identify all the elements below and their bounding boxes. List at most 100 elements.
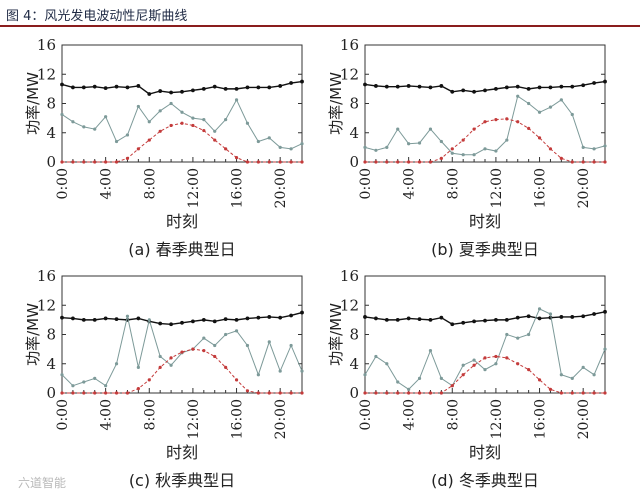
point-wind — [450, 151, 454, 155]
x-axis-label: 时刻 — [469, 443, 501, 462]
point-wind — [472, 153, 476, 157]
y-tick-label: 16 — [340, 36, 359, 54]
point-solar — [202, 128, 206, 133]
point-wind — [136, 365, 140, 370]
point-solar — [428, 160, 433, 164]
x-tick-label: 16:00 — [533, 168, 549, 208]
point-wind — [516, 336, 520, 340]
x-tick-label: 0:00 — [358, 399, 374, 430]
point-solar — [570, 160, 574, 164]
point-load — [125, 85, 130, 90]
point-load — [461, 320, 466, 325]
point-wind — [461, 363, 465, 367]
point-solar — [603, 391, 607, 395]
point-solar — [559, 156, 563, 160]
figure-title: 图 4：风光发电波动性尼斯曲线 — [6, 9, 188, 24]
point-load — [81, 317, 86, 322]
point-solar — [289, 160, 293, 164]
point-solar — [82, 391, 86, 395]
point-solar — [494, 117, 498, 122]
point-wind — [169, 363, 173, 367]
point-load — [472, 319, 476, 324]
y-tick-label: 0 — [349, 153, 359, 171]
y-tick-label: 0 — [46, 153, 56, 171]
point-load — [278, 315, 283, 320]
point-wind — [289, 343, 293, 348]
point-wind — [180, 110, 184, 114]
y-tick-label: 8 — [46, 326, 56, 344]
y-axis-label: 功率/MW — [327, 303, 345, 366]
point-load — [136, 84, 141, 88]
point-wind — [71, 120, 75, 124]
point-wind — [213, 129, 217, 133]
point-wind — [363, 145, 367, 149]
point-solar — [548, 387, 553, 391]
point-load — [439, 84, 444, 88]
point-solar — [234, 156, 239, 160]
y-tick-label: 16 — [340, 267, 359, 285]
point-wind — [191, 116, 195, 120]
point-wind — [516, 94, 520, 98]
point-load — [71, 316, 75, 321]
series-line-wind — [364, 95, 606, 156]
point-load — [592, 81, 596, 85]
point-wind — [472, 358, 476, 362]
point-solar — [581, 160, 585, 164]
point-solar — [527, 368, 531, 372]
chart-panel-0: 0 4 8 12 16 0:00 4:00 8:00 12:00 16:00 20:00 时刻 功率/M… — [24, 36, 304, 259]
point-solar — [559, 391, 563, 395]
point-solar — [191, 123, 195, 128]
point-load — [158, 89, 163, 93]
point-load — [267, 315, 272, 319]
point-wind — [385, 362, 389, 366]
y-tick-label: 12 — [37, 296, 56, 314]
point-load — [180, 89, 184, 94]
series-line-solar — [62, 348, 302, 394]
point-wind — [60, 373, 64, 377]
point-solar — [245, 160, 250, 164]
point-load — [223, 317, 228, 322]
point-load — [559, 315, 564, 319]
point-load — [103, 316, 108, 321]
chart-panel-3: 0 4 8 12 16 0:00 4:00 8:00 12:00 16:00 20:00 时刻 功率/M… — [327, 267, 607, 490]
point-wind — [147, 120, 151, 124]
point-wind — [396, 380, 400, 384]
x-tick-label: 16:00 — [533, 399, 549, 439]
point-wind — [300, 142, 304, 146]
point-load — [537, 316, 542, 321]
point-wind — [527, 101, 531, 106]
x-axis-label: 时刻 — [469, 212, 501, 231]
panel-caption: (b) 夏季典型日 — [431, 240, 539, 259]
point-solar — [592, 160, 596, 164]
point-wind — [407, 387, 411, 391]
point-load — [515, 315, 520, 320]
point-wind — [559, 373, 563, 377]
point-load — [603, 309, 607, 314]
point-solar — [93, 160, 97, 164]
point-load — [300, 79, 304, 84]
y-tick-label: 0 — [349, 384, 359, 402]
point-wind — [374, 354, 378, 359]
point-load — [581, 83, 586, 88]
point-load — [234, 317, 239, 322]
point-wind — [278, 145, 282, 149]
x-tick-label: 4:00 — [99, 168, 115, 199]
point-load — [450, 322, 455, 327]
point-load — [504, 85, 509, 90]
point-solar — [93, 391, 97, 395]
point-wind — [93, 376, 97, 380]
point-wind — [136, 104, 140, 109]
point-wind — [537, 307, 542, 311]
x-tick-label: 8:00 — [445, 399, 461, 430]
point-load — [395, 317, 400, 322]
point-load — [483, 318, 487, 323]
point-load — [504, 317, 509, 322]
point-wind — [158, 109, 162, 113]
x-tick-label: 20:00 — [273, 168, 289, 208]
point-load — [180, 320, 184, 325]
point-solar — [505, 117, 509, 121]
point-solar — [537, 136, 542, 140]
point-wind — [278, 369, 282, 373]
point-load — [439, 315, 444, 320]
point-load — [267, 85, 272, 90]
